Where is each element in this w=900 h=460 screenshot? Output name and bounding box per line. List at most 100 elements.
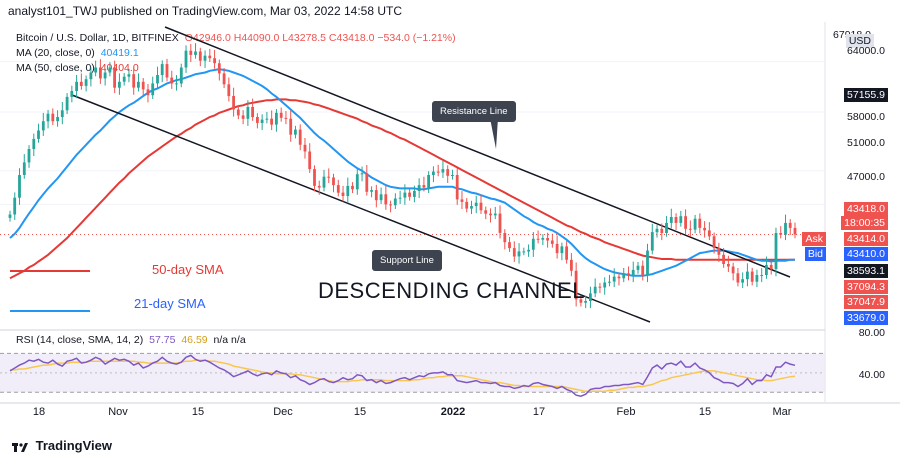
rsi-pane[interactable] <box>0 352 825 397</box>
candle-body <box>451 175 454 176</box>
candle-body <box>527 249 530 252</box>
ask-tag: Ask <box>802 232 826 246</box>
candle-body <box>156 75 159 84</box>
candle-body <box>741 279 744 283</box>
candle-body <box>289 118 293 135</box>
candle-body <box>531 238 535 250</box>
candle-body <box>360 173 364 175</box>
price-pane[interactable] <box>0 22 900 404</box>
chart-canvas[interactable] <box>0 22 900 407</box>
candle-body <box>493 213 497 216</box>
candle-body <box>46 113 50 122</box>
legend-ohlc: O42946.0 H44090.0 L43278.5 C43418.0 −534… <box>184 32 456 44</box>
candle-body <box>351 185 354 190</box>
candle-body <box>617 276 621 279</box>
candle-body <box>222 73 226 85</box>
candle-body <box>784 222 787 235</box>
candle-body <box>165 64 169 78</box>
candle-body <box>379 194 383 201</box>
candle-body <box>322 176 326 188</box>
candle-body <box>541 238 545 240</box>
candle-body <box>413 191 416 197</box>
candle-body <box>455 175 459 200</box>
candle-body <box>189 50 193 55</box>
bid-price: 43410.0 <box>844 247 888 261</box>
candle-body <box>160 64 164 75</box>
x-tick-label: Nov <box>108 406 128 418</box>
candle-body <box>184 50 188 68</box>
candle-body <box>355 174 359 190</box>
candle-body <box>151 83 155 96</box>
candle-body <box>693 218 697 230</box>
candle-body <box>70 91 74 97</box>
rsi-tick: 40.00 <box>858 369 885 381</box>
bid-tag: Bid <box>804 247 826 261</box>
candle-body <box>417 185 421 191</box>
x-tick-label: 17 <box>532 406 546 418</box>
candle-body <box>251 107 254 118</box>
candle-body <box>793 227 797 235</box>
candle-body <box>779 233 783 235</box>
legend-rsi-na: n/a n/a <box>213 334 246 346</box>
tradingview-footer[interactable]: TradingView <box>12 438 112 453</box>
candle-body <box>41 121 45 131</box>
candle-body <box>522 251 526 253</box>
low-price-marker: 33679.0 <box>844 311 888 325</box>
candle-body <box>570 259 573 271</box>
candle-body <box>788 222 792 228</box>
candle-body <box>669 217 673 223</box>
x-tick-label: 15 <box>698 406 712 418</box>
candle-body <box>432 171 435 175</box>
support-price-2: 37094.3 <box>844 280 888 294</box>
candle-body <box>655 228 659 233</box>
candle-body <box>75 81 78 91</box>
candle-body <box>479 202 483 211</box>
support-line-callout: Support Line <box>372 250 442 271</box>
price-tick: 47000.0 <box>847 171 885 183</box>
candle-body <box>217 63 221 74</box>
rsi-line <box>9 354 796 397</box>
legend-rsi-sma-value: 46.59 <box>181 334 208 346</box>
current-price-label: 43418.0 <box>844 202 888 216</box>
candle-body <box>646 250 649 275</box>
candle-body <box>684 216 687 229</box>
support-price-1: 38593.1 <box>844 264 888 278</box>
legend-ma50-label: MA (50, close, 0) <box>16 62 95 74</box>
price-tick: 51000.0 <box>847 137 885 149</box>
candle-body <box>118 81 121 88</box>
candle-body <box>56 117 59 122</box>
candle-body <box>460 199 464 202</box>
candle-body <box>122 76 126 82</box>
candle-body <box>137 81 140 88</box>
candle-body <box>365 173 369 192</box>
candle-body <box>127 74 131 77</box>
candle-body <box>703 227 706 231</box>
candle-body <box>565 246 568 260</box>
candle-body <box>194 51 197 55</box>
legend-row-symbol: Bitcoin / U.S. Dollar, 1D, BITFINEX O429… <box>16 32 456 44</box>
candle-body <box>408 192 411 197</box>
candle-body <box>13 197 17 215</box>
candle-body <box>27 149 31 163</box>
candle-body <box>593 286 597 294</box>
candle-body <box>256 117 259 123</box>
candle-body <box>203 55 207 61</box>
resistance-trend-line <box>164 26 791 278</box>
candle-body <box>79 81 83 86</box>
candle-body <box>722 254 725 264</box>
candle-body <box>213 58 216 64</box>
candle-body <box>32 138 36 149</box>
candle-body <box>279 112 283 118</box>
candle-body <box>584 301 587 303</box>
candle-body <box>336 185 340 193</box>
candle-body <box>303 144 307 152</box>
candle-body <box>341 192 345 196</box>
candle-body <box>688 228 692 230</box>
resistance-line-callout: Resistance Line <box>432 101 516 122</box>
currency-label[interactable]: USD <box>845 34 874 48</box>
candle-body <box>84 79 88 86</box>
candle-body <box>717 248 721 255</box>
candle-body <box>332 177 335 186</box>
candle-body <box>470 206 473 209</box>
candle-body <box>484 210 488 214</box>
